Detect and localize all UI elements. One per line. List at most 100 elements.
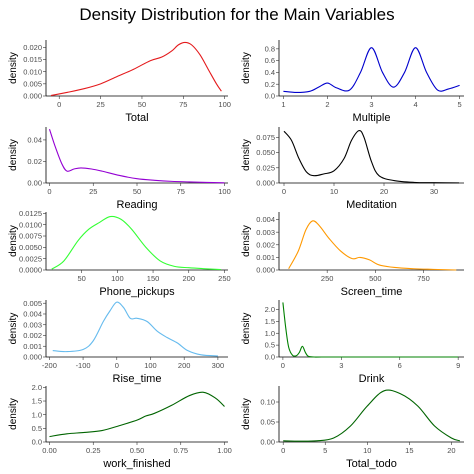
- y-tick-label: 0.075: [256, 133, 275, 142]
- density-curve-total: [50, 41, 222, 97]
- y-tick-label: 0.00: [260, 438, 275, 447]
- panel-6: 0.000 0.001 0.002 0.003 0.004 250 500 750 Screen…: [241, 212, 464, 298]
- x-tick-label: 200: [182, 274, 195, 283]
- y-tick-label: 0.003: [23, 320, 42, 329]
- y-tick-label: 0.02: [27, 157, 42, 166]
- x-tick-label: 100: [218, 187, 231, 196]
- x-tick-label: 0: [47, 187, 51, 196]
- x-tick-label: 25: [96, 100, 104, 109]
- y-tick-label: 0.000: [256, 266, 275, 275]
- x-tick-label: 2: [325, 100, 329, 109]
- y-tick-label: 0.0075: [19, 232, 42, 241]
- x-axis-label: Drink: [359, 373, 385, 385]
- y-tick-label: 2.0: [265, 305, 275, 314]
- x-tick-label: 10: [363, 446, 371, 455]
- y-tick-label: 0.000: [23, 353, 42, 362]
- y-axis-label: density: [8, 225, 19, 257]
- x-axis-label: Total: [125, 112, 148, 124]
- x-tick-label: 20: [380, 187, 388, 196]
- y-axis-label: density: [241, 52, 252, 84]
- y-tick-label: 1.5: [265, 317, 275, 326]
- x-axis-label: Multiple: [353, 112, 391, 124]
- y-tick-label: 0.5: [32, 424, 42, 433]
- y-tick-label: 0.0000: [19, 266, 42, 275]
- x-tick-label: 50: [78, 274, 86, 283]
- y-axis-label: density: [241, 313, 252, 345]
- y-tick-label: 0.0100: [19, 220, 42, 229]
- y-tick-label: 0.5: [265, 341, 275, 350]
- y-tick-label: 0.00: [27, 179, 42, 188]
- x-tick-label: 5: [458, 100, 462, 109]
- panel-1: 0.000 0.005 0.010 0.015 0.020 0 25 50 75 100 Total…: [8, 40, 231, 124]
- y-axis-label: density: [241, 139, 252, 171]
- x-axis-label: Total_todo: [346, 458, 397, 470]
- y-tick-label: 0.2: [265, 80, 275, 89]
- x-tick-label: 0.50: [130, 446, 145, 455]
- y-tick-label: 0.025: [256, 163, 275, 172]
- x-tick-label: 100: [144, 361, 157, 370]
- y-tick-label: 0.04: [27, 136, 42, 145]
- y-tick-label: 2.0: [32, 383, 42, 392]
- x-tick-label: 0: [282, 187, 286, 196]
- x-tick-label: 0.00: [42, 446, 57, 455]
- density-curve-drink: [282, 302, 459, 358]
- y-tick-label: 1.5: [32, 397, 42, 406]
- y-tick-label: 0.005: [23, 79, 42, 88]
- y-tick-label: 0.015: [23, 55, 42, 64]
- y-tick-label: 0.6: [265, 56, 275, 65]
- x-tick-label: 150: [147, 274, 160, 283]
- x-tick-label: 5: [323, 446, 327, 455]
- x-tick-label: 50: [138, 100, 146, 109]
- y-tick-label: 0.0050: [19, 243, 42, 252]
- density-curve-meditation: [283, 130, 460, 184]
- x-tick-label: 0: [281, 446, 285, 455]
- panel-4: 0.000 0.025 0.050 0.075 0 10 20 30 Meditation den…: [241, 127, 464, 211]
- y-tick-label: 0.002: [256, 240, 275, 249]
- x-axis-label: work_finished: [102, 458, 170, 470]
- density-curve-work-finished: [49, 391, 225, 438]
- x-tick-label: 0.75: [173, 446, 188, 455]
- y-tick-label: 0.020: [23, 43, 42, 52]
- x-tick-label: -100: [76, 361, 91, 370]
- x-axis-label: Screen_time: [341, 286, 403, 298]
- y-tick-label: 1.0: [32, 410, 42, 419]
- x-tick-label: 500: [369, 274, 382, 283]
- x-tick-label: 250: [321, 274, 334, 283]
- panel-3: 0.00 0.02 0.04 0 25 50 75 100 Reading density: [8, 127, 231, 211]
- y-axis-label: density: [8, 52, 19, 84]
- y-tick-label: 1.0: [265, 329, 275, 338]
- y-tick-label: 0.050: [256, 148, 275, 157]
- x-tick-label: 6: [398, 361, 402, 370]
- density-curve-screen-time: [288, 220, 457, 271]
- x-tick-label: 3: [339, 361, 343, 370]
- x-tick-label: 1: [281, 100, 285, 109]
- y-tick-label: 0.003: [256, 228, 275, 237]
- x-tick-label: 10: [330, 187, 338, 196]
- y-axis-label: density: [241, 225, 252, 257]
- y-tick-label: 0.8: [265, 44, 275, 53]
- y-tick-label: 0.005: [23, 299, 42, 308]
- x-tick-label: 200: [178, 361, 191, 370]
- y-tick-label: 0.001: [256, 253, 275, 262]
- y-tick-label: 0.05: [260, 418, 275, 427]
- density-curve-rise-time: [52, 301, 218, 357]
- x-tick-label: 0: [281, 361, 285, 370]
- x-axis-label: Phone_pickups: [99, 286, 175, 298]
- y-axis-label: density: [241, 398, 252, 430]
- panel-2: 0.0 0.2 0.4 0.6 0.8 1 2 3 4 5 Multiple density: [241, 40, 464, 124]
- y-tick-label: 0.0: [265, 353, 275, 362]
- x-tick-label: 100: [111, 274, 124, 283]
- x-tick-label: 0: [115, 361, 119, 370]
- density-curve-phone-pickups: [51, 215, 221, 271]
- density-curve-multiple: [283, 47, 460, 94]
- y-tick-label: 0.4: [265, 68, 275, 77]
- y-tick-label: 0.000: [23, 92, 42, 101]
- panel-8: 0.0 0.5 1.0 1.5 2.0 0 3 6 9 Drink density: [241, 300, 464, 385]
- y-tick-label: 0.001: [23, 342, 42, 351]
- x-tick-label: 250: [218, 274, 231, 283]
- x-tick-label: 75: [179, 100, 187, 109]
- x-tick-label: 3: [369, 100, 373, 109]
